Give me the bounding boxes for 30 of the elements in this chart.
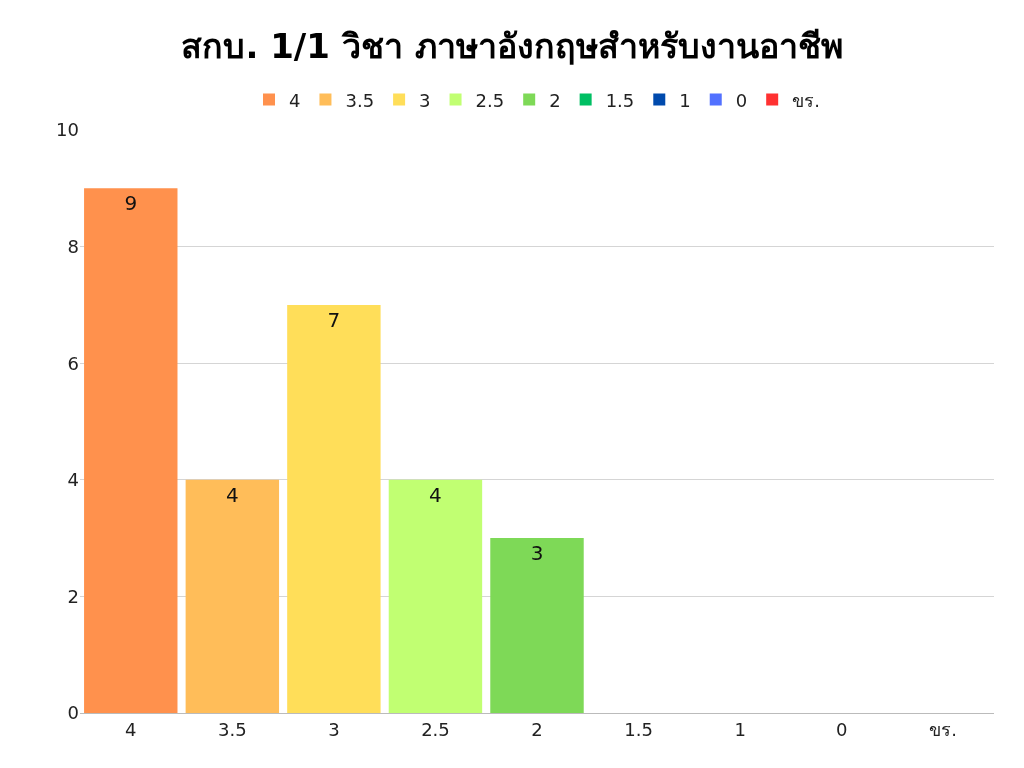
data-label: 7: [327, 307, 341, 332]
legend-label: 0: [735, 89, 748, 111]
legend-label: 3.5: [345, 89, 375, 111]
y-tick-label: 10: [56, 119, 79, 141]
legend-label: 2.5: [475, 89, 505, 111]
chart-title: สกบ. 1/1 วิชา ภาษาอังกฤษสำหรับงานอาชีพ: [181, 26, 843, 67]
legend-label: ขร.: [792, 89, 820, 111]
data-label: 3: [530, 541, 544, 566]
legend-label: 4: [289, 89, 301, 111]
x-tick-label: ขร.: [929, 718, 958, 740]
x-tick-label: 4: [125, 718, 137, 740]
x-tick-label: 1: [734, 718, 746, 740]
x-tick-label: 1.5: [624, 718, 653, 740]
legend-label: 3: [419, 89, 431, 111]
x-tick-label: 3.5: [218, 718, 247, 740]
x-tick-label: 3: [328, 718, 340, 740]
legend-label: 1: [679, 89, 691, 111]
data-label: 4: [225, 482, 239, 507]
x-tick-label: 2.5: [421, 718, 450, 740]
x-tick-label: 0: [835, 718, 848, 740]
y-tick-label: 4: [67, 469, 79, 491]
y-tick-label: 8: [67, 235, 79, 257]
data-label: 9: [124, 191, 138, 216]
y-tick-label: 6: [67, 352, 79, 374]
y-tick-label: 2: [67, 585, 79, 607]
y-tick-label: 0: [67, 702, 79, 724]
legend-label: 1.5: [605, 89, 635, 111]
data-label: 4: [429, 482, 442, 507]
x-tick-label: 2: [531, 718, 543, 740]
legend-label: 2: [549, 89, 561, 111]
